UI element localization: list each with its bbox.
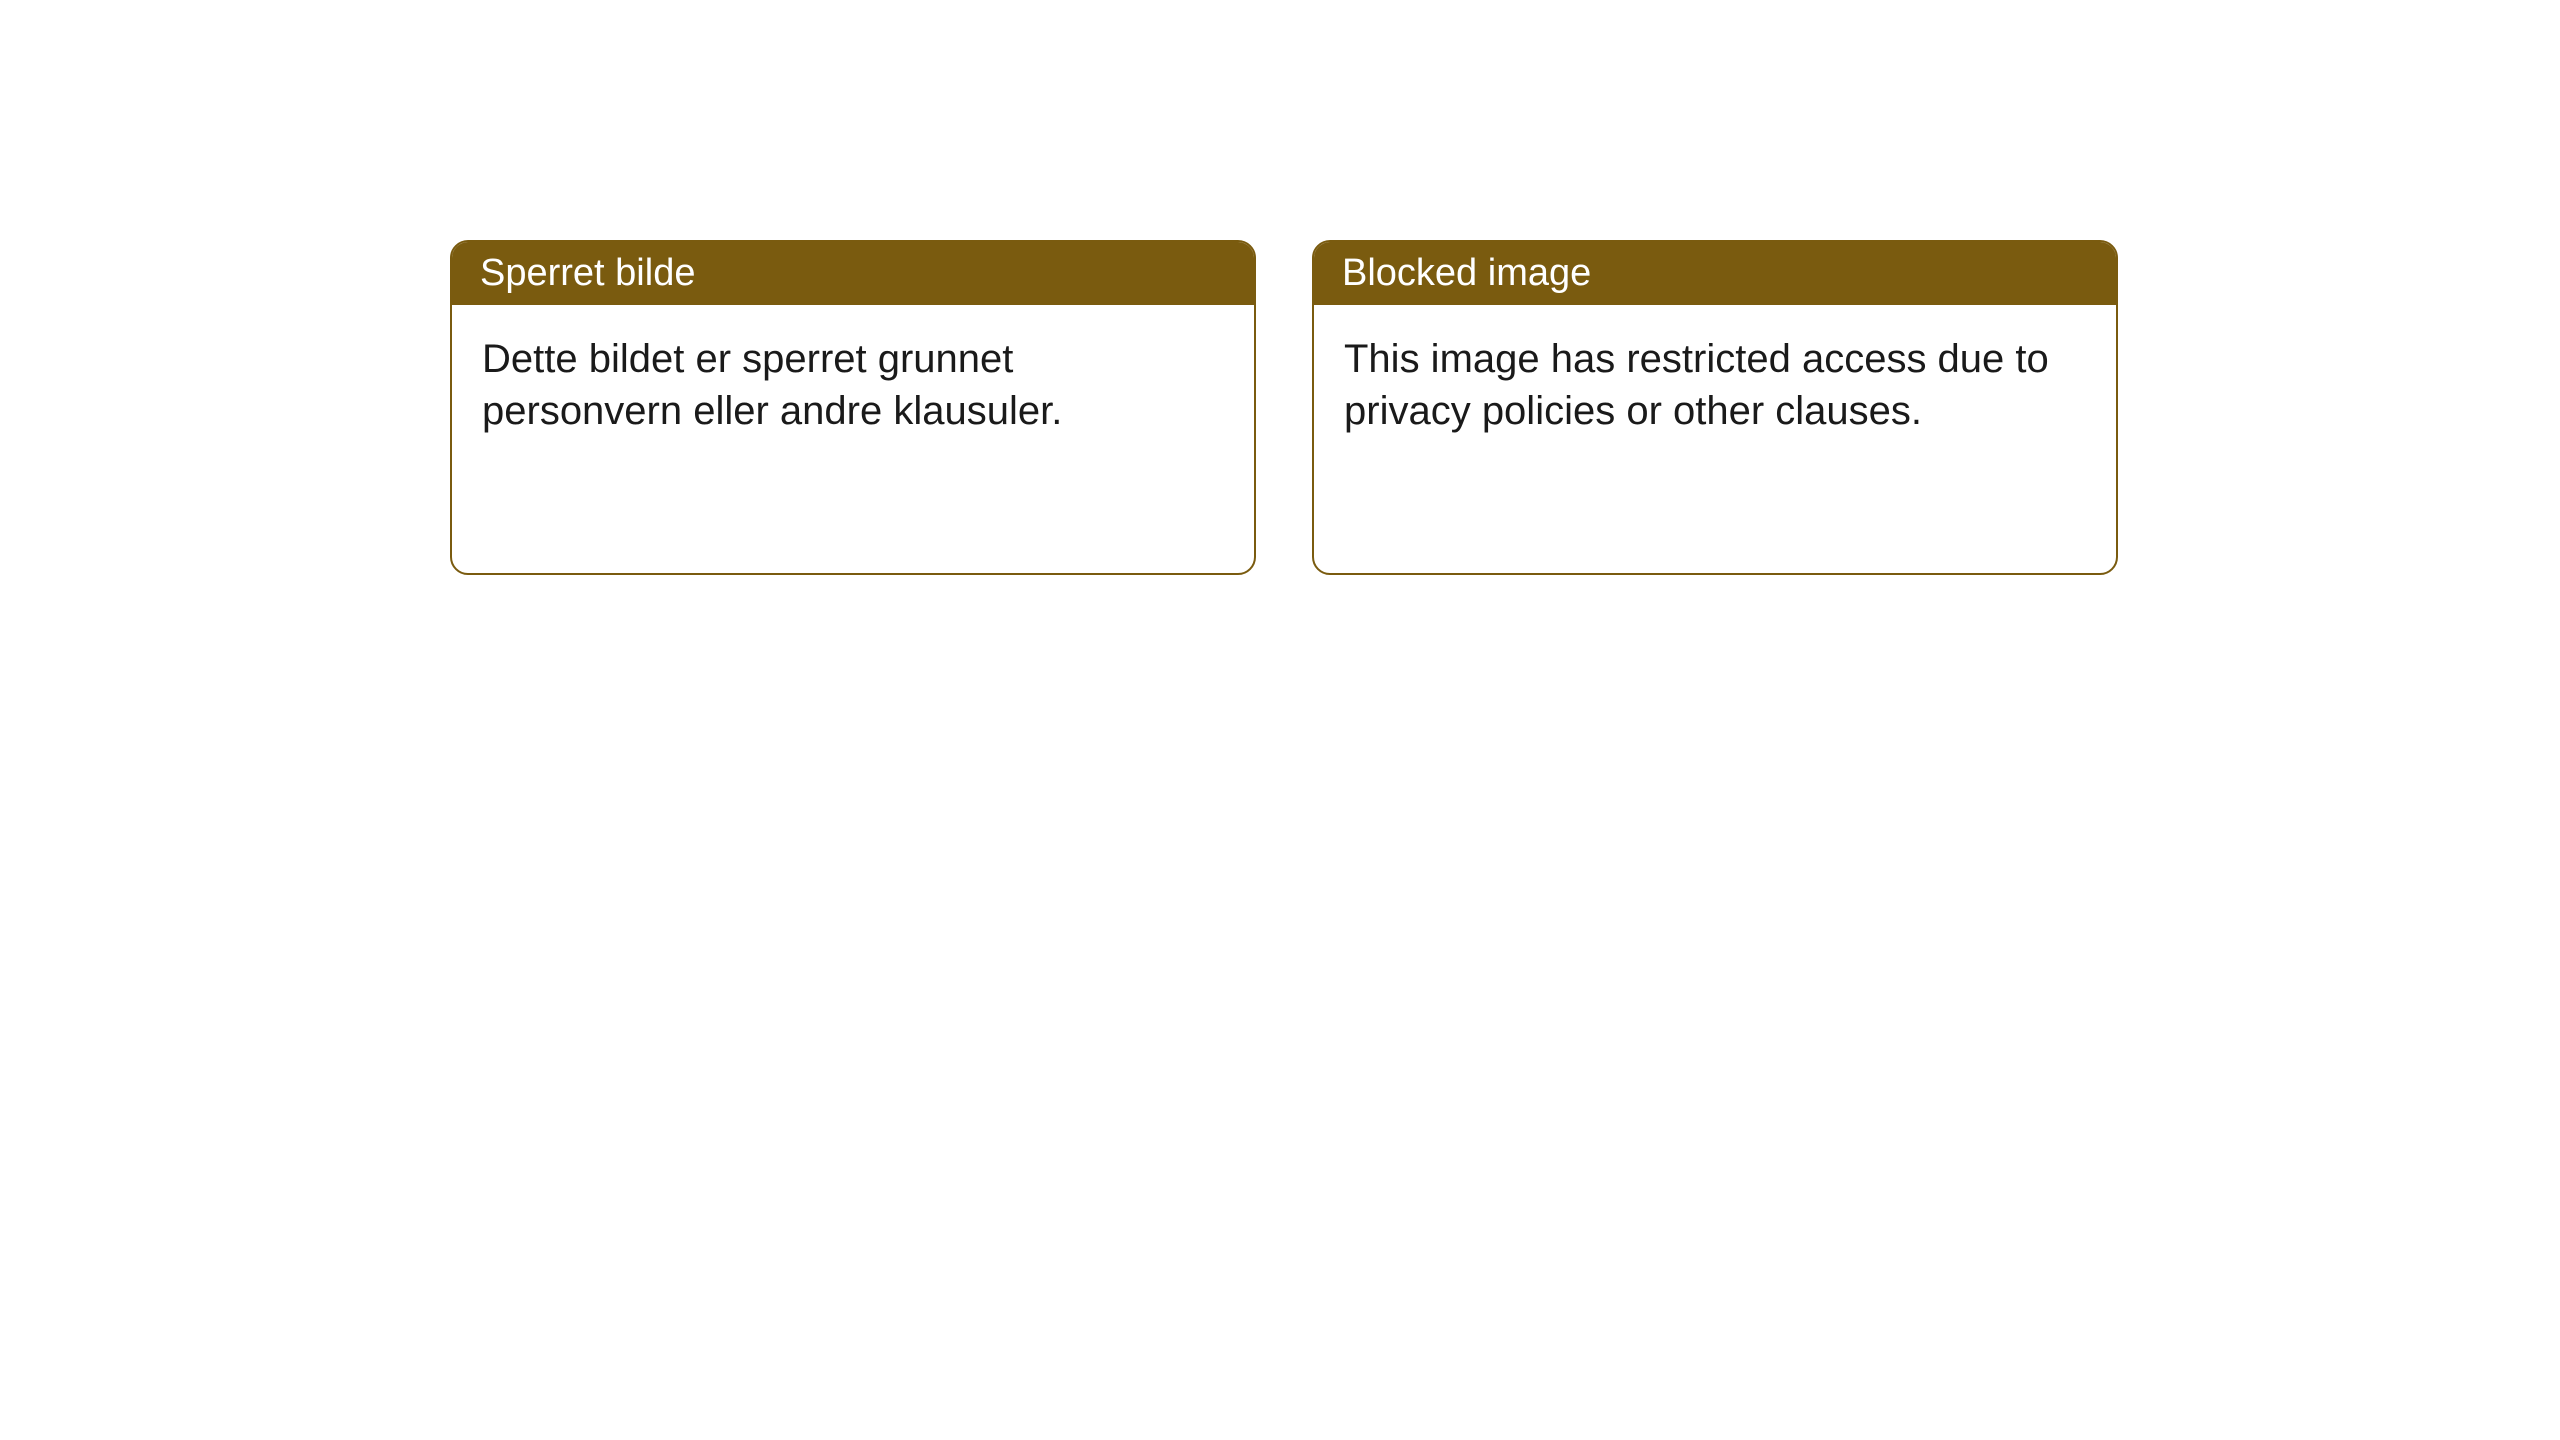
- notice-card-title: Blocked image: [1342, 252, 1591, 294]
- notice-card-header: Sperret bilde: [452, 242, 1254, 305]
- notice-card-header: Blocked image: [1314, 242, 2116, 305]
- notice-card-norwegian: Sperret bilde Dette bildet er sperret gr…: [450, 240, 1256, 575]
- notice-card-body: Dette bildet er sperret grunnet personve…: [452, 305, 1254, 465]
- notice-card-message: This image has restricted access due to …: [1344, 337, 2049, 433]
- notice-card-message: Dette bildet er sperret grunnet personve…: [482, 337, 1062, 433]
- notice-card-title: Sperret bilde: [480, 252, 695, 294]
- notice-card-english: Blocked image This image has restricted …: [1312, 240, 2118, 575]
- notice-card-container: Sperret bilde Dette bildet er sperret gr…: [450, 240, 2118, 575]
- notice-card-body: This image has restricted access due to …: [1314, 305, 2116, 465]
